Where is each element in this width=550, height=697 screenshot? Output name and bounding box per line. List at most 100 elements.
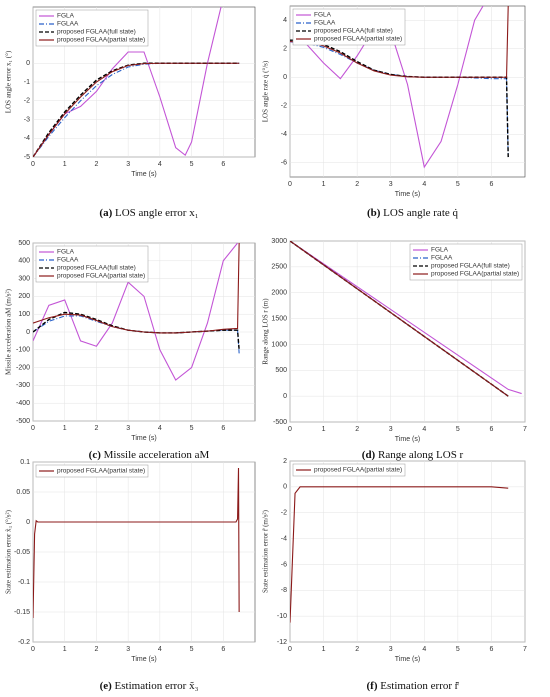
y-tick-label: 4 bbox=[283, 17, 287, 24]
y-tick-label: 300 bbox=[18, 275, 30, 282]
x-axis-label: Time (s) bbox=[131, 435, 156, 442]
legend-box bbox=[292, 463, 406, 477]
lines bbox=[290, 241, 522, 397]
legend-label: FGLA bbox=[431, 247, 449, 254]
y-tick-label: -4 bbox=[24, 135, 30, 142]
panel: 0 1 2 3 4 5 6 -0.2 -0.15 -0.1 -0.05 0 0.05 0.1 Time (s… bbox=[5, 459, 256, 692]
legend-label: FGLAA bbox=[431, 255, 453, 262]
y-tick-label: 0 bbox=[26, 519, 30, 526]
x-tick-label: 2 bbox=[355, 181, 359, 188]
legend-label: proposed FGLAA(partial state) bbox=[57, 273, 145, 280]
legend-label: proposed FGLAA(full state) bbox=[57, 265, 136, 272]
y-tick-label: 2500 bbox=[271, 264, 287, 271]
y-tick-label: 0.05 bbox=[16, 489, 30, 496]
x-tick-label: 2 bbox=[355, 426, 359, 433]
y-axis-label: State estimation error r̃̈ (m/s²) bbox=[262, 509, 270, 593]
legend-label: proposed FGLAA(partial state) bbox=[314, 467, 402, 474]
caption: (c) Missile acceleration aM bbox=[89, 449, 210, 461]
x-axis-label: Time (s) bbox=[395, 191, 420, 198]
y-tick-label: 0.1 bbox=[20, 459, 30, 466]
lines bbox=[33, 7, 240, 157]
y-tick-label: -300 bbox=[16, 382, 30, 389]
x-tick-label: 6 bbox=[489, 646, 493, 653]
y-tick-label: -4 bbox=[281, 131, 287, 138]
series-line bbox=[33, 243, 238, 381]
series-line bbox=[33, 467, 240, 619]
legend-box bbox=[35, 245, 149, 283]
series-line bbox=[33, 243, 240, 334]
legend-label: proposed FGLAA(full state) bbox=[57, 29, 136, 36]
lines bbox=[290, 486, 509, 623]
y-tick-label: -200 bbox=[16, 364, 30, 371]
x-tick-label: 1 bbox=[322, 181, 326, 188]
y-tick-label: -10 bbox=[277, 613, 287, 620]
caption: (a) LOS angle error x₁ bbox=[99, 207, 198, 219]
caption-label: (f) bbox=[367, 680, 378, 692]
y-tick-label: -2 bbox=[281, 103, 287, 110]
x-tick-label: 4 bbox=[158, 646, 162, 653]
panel: 0 1 2 3 4 5 6 -5 -4 -3 -2 -1 0 Time (s) LOS angle erro… bbox=[5, 6, 256, 219]
x-tick-label: 2 bbox=[355, 646, 359, 653]
legend-label: proposed FGLAA(partial state) bbox=[431, 271, 519, 278]
y-axis-label: State estimation error x̃₃ (°/s²) bbox=[5, 509, 13, 594]
x-tick-label: 3 bbox=[126, 425, 130, 432]
y-tick-label: 3000 bbox=[271, 238, 287, 245]
panel: 0 1 2 3 4 5 6 -500 -400 -300 -200 -100 0 100 200 300 400… bbox=[5, 240, 256, 461]
y-tick-label: -1 bbox=[24, 79, 30, 86]
x-tick-label: 5 bbox=[190, 425, 194, 432]
y-tick-label: -2 bbox=[281, 510, 287, 517]
x-tick-label: 1 bbox=[63, 425, 67, 432]
y-tick-label: 100 bbox=[18, 311, 30, 318]
y-tick-label: 2 bbox=[283, 46, 287, 53]
y-tick-label: -100 bbox=[16, 347, 30, 354]
legend: proposed FGLAA(partial state) bbox=[35, 464, 149, 478]
caption: (d) Range along LOS r bbox=[362, 449, 464, 461]
y-tick-label: -6 bbox=[281, 561, 287, 568]
y-tick-label: 0 bbox=[26, 60, 30, 67]
x-tick-label: 5 bbox=[190, 646, 194, 653]
series-line bbox=[33, 7, 222, 157]
y-tick-label: 0 bbox=[283, 484, 287, 491]
legend-label: proposed FGLAA(partial state) bbox=[57, 468, 145, 475]
y-tick-label: -0.05 bbox=[14, 549, 30, 556]
x-tick-label: 5 bbox=[456, 426, 460, 433]
legend-box bbox=[409, 243, 523, 281]
x-tick-label: 1 bbox=[322, 426, 326, 433]
x-axis-label: Time (s) bbox=[131, 656, 156, 663]
legend-label: FGLAA bbox=[57, 257, 79, 264]
y-tick-label: 200 bbox=[18, 293, 30, 300]
legend-label: proposed FGLAA(partial state) bbox=[314, 36, 402, 43]
x-tick-label: 6 bbox=[221, 425, 225, 432]
y-tick-label: 0 bbox=[283, 393, 287, 400]
y-tick-label: -400 bbox=[16, 400, 30, 407]
legend: proposed FGLAA(partial state) bbox=[292, 463, 406, 477]
x-tick-label: 7 bbox=[523, 646, 527, 653]
x-tick-label: 2 bbox=[94, 161, 98, 168]
x-tick-label: 5 bbox=[190, 161, 194, 168]
y-tick-label: -0.15 bbox=[14, 609, 30, 616]
series-line bbox=[290, 241, 522, 395]
x-tick-label: 5 bbox=[456, 181, 460, 188]
y-tick-label: 400 bbox=[18, 258, 30, 265]
y-tick-label: -2 bbox=[24, 98, 30, 105]
series-line bbox=[33, 311, 240, 350]
y-tick-label: -500 bbox=[273, 419, 287, 426]
x-tick-label: 4 bbox=[422, 646, 426, 653]
panel: 0 1 2 3 4 5 6 7-500050010001500200025003000Time… bbox=[262, 238, 527, 461]
y-tick-label: -5 bbox=[24, 154, 30, 161]
x-tick-label: 0 bbox=[288, 646, 292, 653]
y-tick-label: -12 bbox=[277, 639, 287, 646]
y-tick-label: -0.1 bbox=[18, 579, 30, 586]
y-tick-label: 0 bbox=[26, 329, 30, 336]
y-axis-label: LOS angle rate q̇ (°/s) bbox=[262, 60, 270, 122]
x-tick-label: 1 bbox=[322, 646, 326, 653]
legend-label: FGLA bbox=[57, 249, 75, 256]
y-axis-label: Range along LOS r (m) bbox=[262, 298, 270, 365]
lines bbox=[33, 467, 240, 619]
